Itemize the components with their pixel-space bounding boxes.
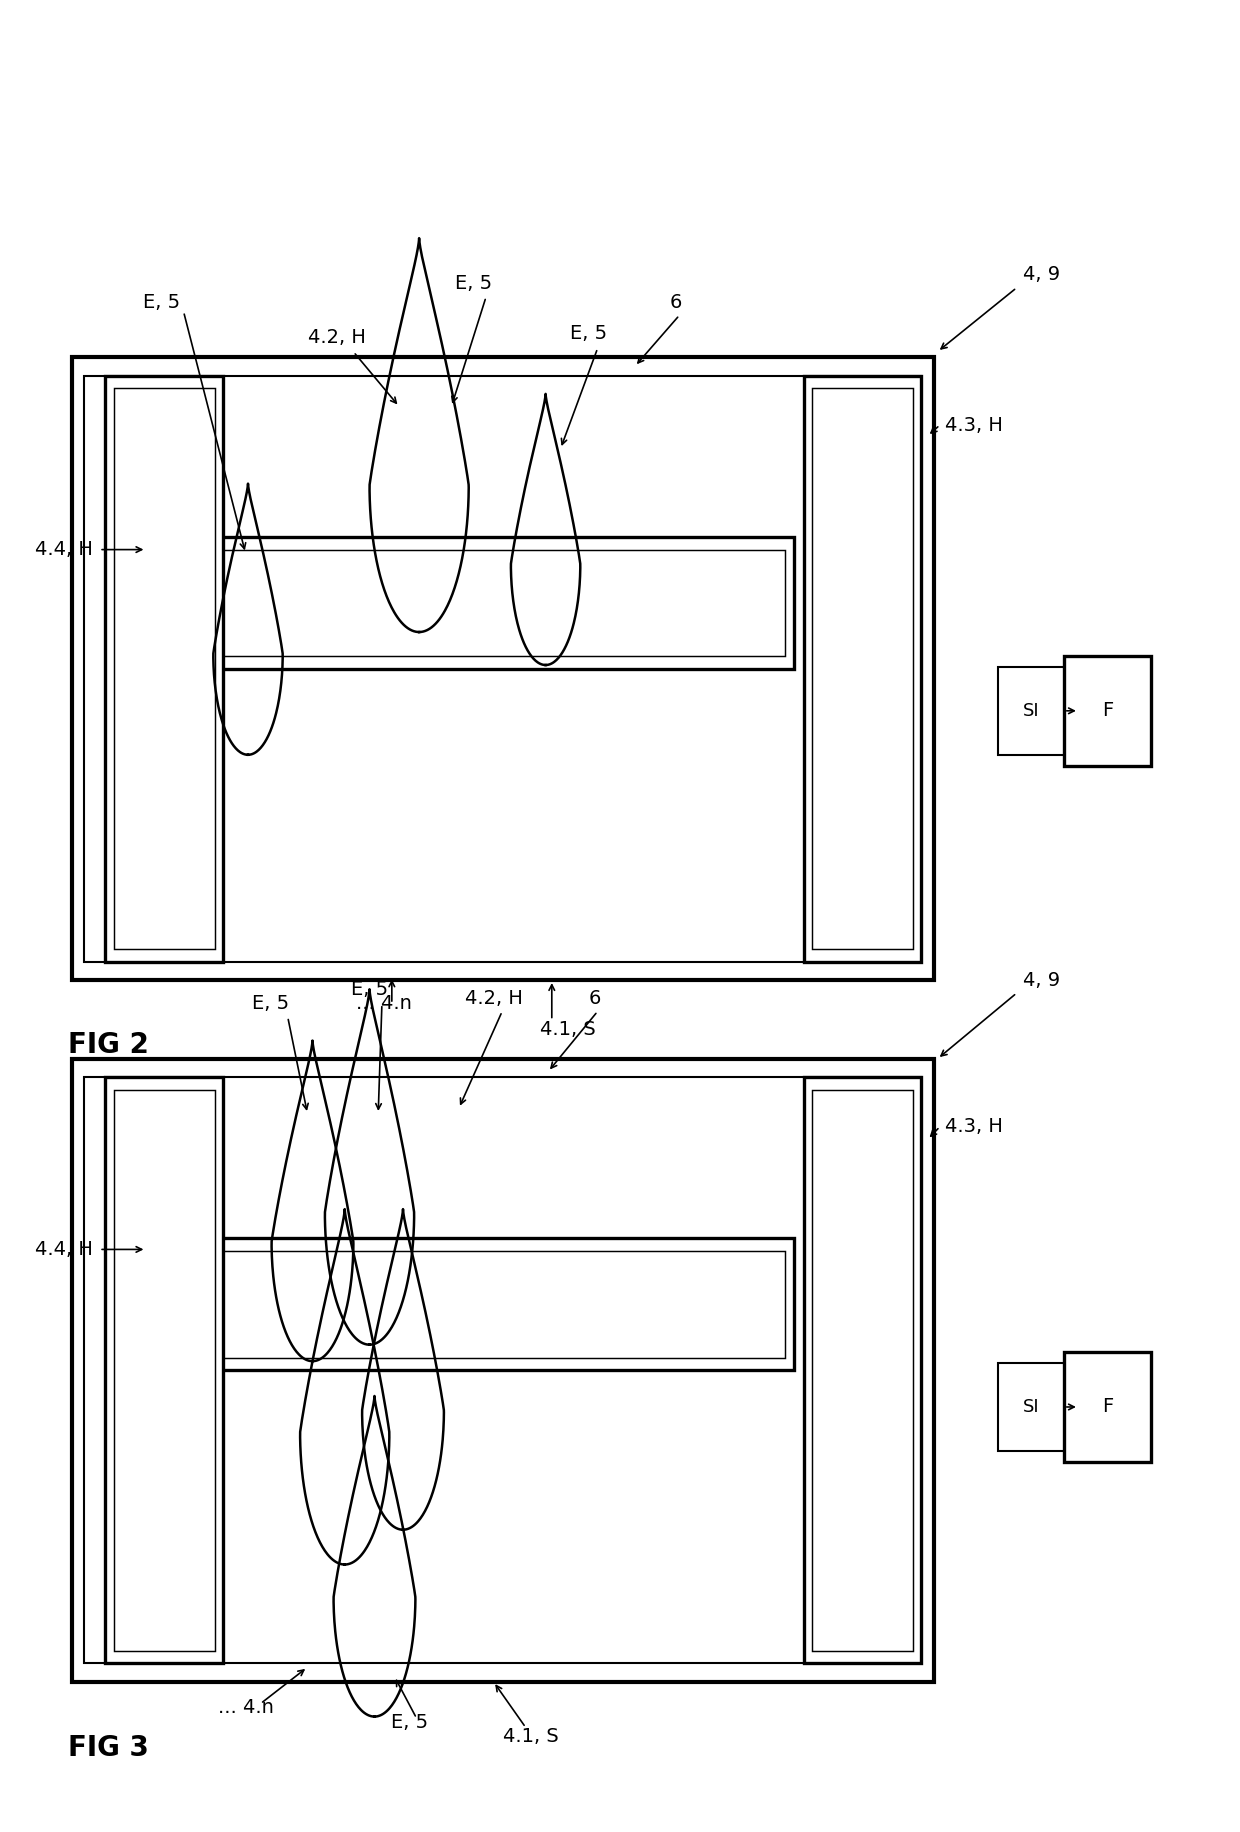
Bar: [804, 1077, 921, 1663]
Text: 4.4, H: 4.4, H: [35, 540, 93, 559]
Bar: [105, 1077, 223, 1663]
Bar: [1064, 656, 1151, 766]
Text: E, 5: E, 5: [351, 980, 388, 998]
Text: E, 5: E, 5: [391, 1713, 428, 1731]
Text: 6: 6: [670, 293, 682, 311]
Text: E, 5: E, 5: [455, 275, 492, 293]
Text: FIG 2: FIG 2: [68, 1031, 149, 1059]
Bar: [72, 357, 934, 980]
Text: 4.1, S: 4.1, S: [541, 1020, 595, 1039]
Bar: [149, 537, 794, 669]
Bar: [84, 1077, 921, 1663]
Text: F: F: [1101, 702, 1114, 720]
Bar: [998, 667, 1066, 755]
Text: 6: 6: [589, 989, 601, 1008]
Text: E, 5: E, 5: [143, 293, 180, 311]
Text: SI: SI: [1023, 1398, 1040, 1416]
Text: ... 4.n: ... 4.n: [356, 995, 413, 1013]
Bar: [157, 550, 785, 656]
Text: 4.3, H: 4.3, H: [945, 1118, 1003, 1136]
Bar: [812, 388, 913, 949]
Bar: [105, 376, 223, 962]
Text: 4.1, S: 4.1, S: [503, 1728, 558, 1746]
Text: E, 5: E, 5: [252, 995, 289, 1013]
Bar: [72, 1059, 934, 1682]
Text: 4.4, H: 4.4, H: [35, 1240, 93, 1259]
Text: 4, 9: 4, 9: [1023, 971, 1060, 989]
Bar: [157, 1251, 785, 1358]
Bar: [998, 1363, 1066, 1451]
Bar: [149, 1238, 794, 1370]
Bar: [114, 1090, 215, 1651]
Bar: [84, 376, 921, 962]
Text: FIG 3: FIG 3: [68, 1735, 149, 1762]
Bar: [812, 1090, 913, 1651]
Text: SI: SI: [1023, 702, 1040, 720]
Text: E, 5: E, 5: [570, 324, 608, 343]
Text: 4.2, H: 4.2, H: [309, 328, 366, 346]
Text: 4.2, H: 4.2, H: [465, 989, 522, 1008]
Bar: [804, 376, 921, 962]
Bar: [114, 388, 215, 949]
Bar: [1064, 1352, 1151, 1462]
Text: ... 4.n: ... 4.n: [217, 1698, 274, 1717]
Text: F: F: [1101, 1398, 1114, 1416]
Text: 4, 9: 4, 9: [1023, 266, 1060, 284]
Text: 4.3, H: 4.3, H: [945, 416, 1003, 434]
